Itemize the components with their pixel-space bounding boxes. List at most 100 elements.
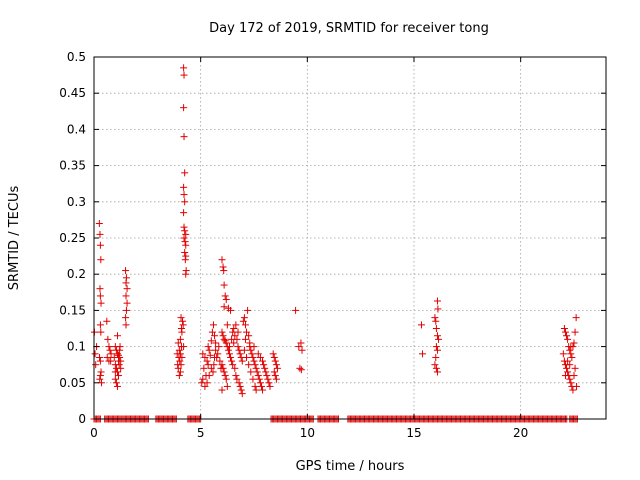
data-point bbox=[570, 372, 578, 380]
data-point bbox=[260, 361, 268, 369]
data-point bbox=[181, 248, 189, 256]
data-point bbox=[97, 379, 105, 387]
data-point bbox=[209, 368, 217, 376]
data-point bbox=[211, 353, 219, 361]
data-point bbox=[296, 364, 304, 372]
data-point bbox=[96, 230, 104, 238]
data-point bbox=[96, 285, 104, 293]
data-point bbox=[180, 71, 188, 79]
data-point bbox=[264, 375, 272, 383]
data-point bbox=[115, 357, 123, 365]
data-point bbox=[433, 332, 441, 340]
data-point bbox=[113, 382, 121, 390]
data-point bbox=[256, 353, 264, 361]
data-point bbox=[216, 357, 224, 365]
data-point bbox=[97, 368, 105, 376]
data-point bbox=[97, 256, 105, 264]
data-point bbox=[220, 303, 228, 311]
data-point bbox=[224, 346, 232, 354]
data-point bbox=[173, 350, 181, 358]
data-point bbox=[244, 306, 252, 314]
data-point bbox=[560, 325, 568, 332]
y-tick-label: 0.05 bbox=[59, 376, 86, 390]
data-point bbox=[181, 238, 189, 246]
data-point bbox=[180, 64, 188, 72]
x-tick-label: 10 bbox=[300, 426, 315, 440]
data-point bbox=[122, 292, 130, 300]
data-point bbox=[107, 357, 115, 365]
data-point bbox=[207, 364, 215, 372]
data-point bbox=[434, 305, 442, 313]
data-point bbox=[207, 337, 215, 345]
y-tick-label: 0.5 bbox=[67, 50, 86, 64]
data-point bbox=[122, 321, 130, 329]
data-point bbox=[432, 325, 440, 332]
data-point bbox=[431, 314, 439, 322]
data-point bbox=[103, 317, 111, 325]
data-point bbox=[203, 357, 211, 365]
y-tick-label: 0.25 bbox=[59, 231, 86, 245]
data-point bbox=[201, 353, 209, 361]
data-point bbox=[262, 368, 270, 376]
data-point bbox=[220, 281, 228, 289]
data-point bbox=[247, 368, 255, 376]
data-point bbox=[566, 346, 574, 354]
data-point bbox=[567, 379, 575, 387]
data-point bbox=[199, 375, 207, 383]
data-point bbox=[229, 361, 237, 369]
data-point bbox=[180, 209, 188, 217]
data-point bbox=[564, 335, 572, 343]
data-point bbox=[91, 350, 99, 358]
data-point bbox=[218, 328, 226, 336]
data-point bbox=[240, 314, 248, 322]
data-point bbox=[203, 379, 211, 387]
grid-lines bbox=[94, 57, 606, 419]
data-point bbox=[219, 263, 227, 271]
data-point bbox=[228, 335, 236, 343]
data-point bbox=[431, 361, 439, 369]
data-point bbox=[174, 361, 182, 369]
data-point bbox=[110, 353, 118, 361]
data-point bbox=[178, 353, 186, 361]
data-point bbox=[174, 339, 182, 347]
data-point bbox=[240, 346, 248, 354]
data-point bbox=[222, 375, 230, 383]
x-axis: 0 5 10 15 20 bbox=[90, 57, 528, 440]
data-point bbox=[115, 361, 123, 369]
data-point bbox=[419, 350, 427, 358]
data-point bbox=[254, 372, 262, 380]
data-point bbox=[432, 343, 440, 351]
data-point bbox=[177, 325, 185, 332]
data-point bbox=[561, 328, 569, 336]
data-point bbox=[175, 372, 183, 380]
data-point bbox=[122, 306, 130, 314]
data-point bbox=[112, 379, 120, 387]
data-point bbox=[105, 343, 113, 351]
data-point bbox=[573, 382, 581, 390]
data-point bbox=[253, 368, 261, 376]
data-point bbox=[182, 270, 190, 278]
data-point bbox=[218, 361, 226, 369]
data-point bbox=[433, 346, 441, 354]
data-point bbox=[227, 353, 235, 361]
data-point bbox=[97, 328, 105, 336]
y-tick-label: 0 bbox=[78, 412, 86, 426]
data-point bbox=[182, 241, 190, 249]
data-point bbox=[571, 364, 579, 372]
data-point bbox=[250, 343, 258, 351]
data-point bbox=[208, 328, 216, 336]
data-point bbox=[96, 321, 104, 329]
data-point bbox=[223, 321, 231, 329]
data-point bbox=[113, 332, 121, 340]
data-point bbox=[239, 317, 247, 325]
data-point bbox=[269, 350, 277, 358]
data-point bbox=[220, 267, 228, 275]
data-point bbox=[237, 386, 245, 394]
data-point bbox=[564, 357, 572, 365]
data-point bbox=[96, 292, 104, 300]
y-tick-label: 0.2 bbox=[67, 267, 86, 281]
data-point bbox=[265, 379, 273, 387]
data-point bbox=[249, 375, 257, 383]
